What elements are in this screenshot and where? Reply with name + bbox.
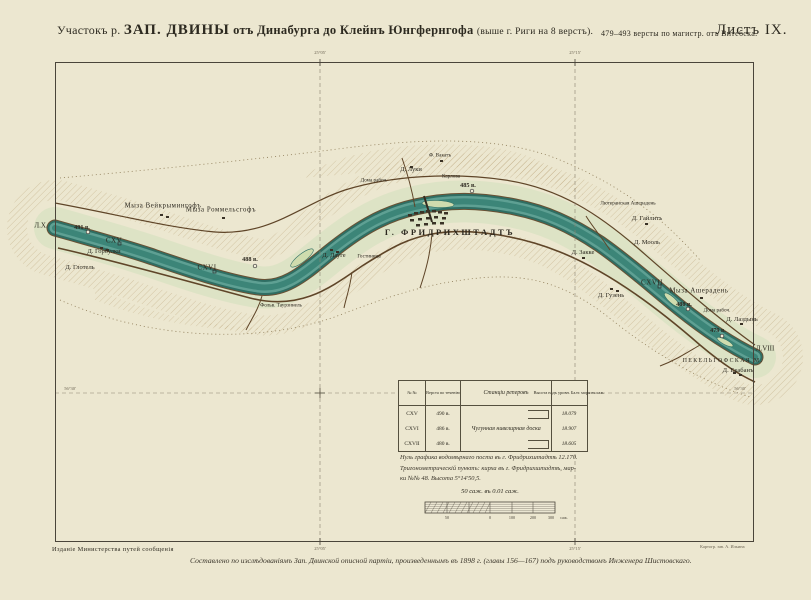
- cell-verst: 486 в.: [426, 421, 461, 436]
- cell-height: 18.605: [561, 440, 577, 447]
- map-label: Фольв. Таурзинель: [260, 302, 302, 309]
- map-label: Дома рабоч.: [703, 307, 731, 314]
- map-label: Д. Луки: [400, 165, 422, 173]
- map-label: 479 в.: [710, 326, 726, 334]
- table-header-row: № № Верста по теченію Станціи реперовъ В…: [399, 381, 605, 406]
- scale-caption: 50 саж. въ 0.01 саж.: [461, 488, 519, 495]
- scale-tick-label: 100: [508, 515, 516, 520]
- note-line: ки №№ 48. Высота 5°14'50,5.: [400, 475, 481, 483]
- map-label: Мыза Роммельсгофъ: [185, 206, 257, 214]
- col-header-number: № №: [399, 381, 426, 405]
- map-label: Лютеранская Ашерадень: [600, 200, 656, 207]
- map-label: Д. Екабанъ: [722, 366, 754, 374]
- map-label: Д. Закке: [571, 248, 595, 256]
- cell-number: CXV: [399, 406, 426, 421]
- col-header-station: Станціи реперовъ: [461, 381, 552, 405]
- cell-number: CXVII: [399, 436, 426, 451]
- scale-bar: [424, 501, 556, 514]
- map-label: Д. Лаздынь: [726, 315, 758, 323]
- map-label: Карлова: [441, 173, 461, 180]
- map-label: Д. Горбулки: [87, 247, 121, 255]
- map-label: Д. Гузень: [597, 291, 625, 299]
- bracket-line: [528, 410, 549, 419]
- scale-tick-label: 0: [488, 515, 492, 520]
- versts-info: 479–493 версты по магистр. отъ Витебска.: [601, 29, 758, 38]
- map-label: Л.Х.: [34, 221, 48, 230]
- map-label: Д. Мооль: [634, 238, 660, 246]
- map-label: 480 в.: [676, 300, 692, 308]
- sheet-number: Листъ IX.: [716, 22, 788, 38]
- map-label: CXVII: [641, 278, 663, 287]
- page-title: Участокъ р. ЗАП. ДВИНЫ отъ Динабурга до …: [57, 22, 593, 39]
- cell-verst: 480 в.: [426, 436, 461, 451]
- title-prefix: Участокъ р.: [57, 23, 121, 37]
- map-label: Л.VIII: [755, 344, 775, 353]
- table-row: CXVII 480 в. 18.605: [399, 436, 587, 451]
- map-label: 485 в.: [460, 181, 476, 189]
- credit-line: Составлено по изслѣдованіямъ Зап. Двинск…: [190, 556, 692, 565]
- map-label: Г. ФРИДРИХШТАДТЪ: [384, 226, 516, 237]
- survey-notes: Нуль графика водомѣрнаго поста въ г. Фри…: [400, 453, 600, 485]
- cell-number: CXVI: [399, 421, 426, 436]
- map-label: 491 в.: [74, 223, 90, 231]
- table-row: CXVI 486 в. Чугунная нивелирная доска 18…: [399, 421, 587, 436]
- graticule-top-right: 25°15': [569, 50, 581, 55]
- col-header-verst: Верста по теченію: [426, 381, 461, 405]
- map-label: Д. Дауге: [322, 251, 346, 259]
- map-label: Мыза Ашерадень: [669, 287, 729, 295]
- map-label: ПЕКЕЛЬГОФСКАЯ М.: [682, 358, 764, 365]
- benchmark-table: № № Верста по теченію Станціи реперовъ В…: [398, 380, 605, 452]
- map-label: Д. Гайлитъ: [631, 214, 663, 222]
- cell-height: 18.079: [561, 410, 577, 417]
- bracket-line: [528, 440, 549, 449]
- graticule-top-left: 25°05': [314, 50, 326, 55]
- scale-tick-label: 200: [529, 515, 537, 520]
- map-label: Ф. Вакатъ: [428, 152, 452, 159]
- station-description: Чугунная нивелирная доска: [461, 421, 552, 436]
- graticule-lat-right: 56°30': [734, 386, 746, 391]
- map-label: Гостиница: [357, 253, 381, 260]
- map-label: Дома рабоч.: [360, 177, 388, 184]
- graticule-bottom-right: 25°15': [569, 546, 581, 551]
- graticule-lat-left: 56°30': [64, 386, 76, 391]
- scale-tick-label: 300: [547, 515, 555, 520]
- graticule-bottom-left: 25°05': [314, 546, 326, 551]
- map-label: CXV: [105, 236, 123, 245]
- cell-height: 18.907: [561, 425, 577, 432]
- publisher-line: Изданіе Министерства путей сообщенія: [52, 546, 174, 553]
- scale-tick-label: 50: [444, 515, 450, 520]
- map-label: Д. Глотель: [65, 263, 95, 271]
- table-row: CXV 490 в. 18.079: [399, 406, 587, 421]
- note-line: Нуль графика водомѣрнаго поста въ г. Фри…: [400, 454, 578, 461]
- col-header-height: Высота надъ уровн. Балт. моря въ саж.: [533, 390, 605, 396]
- map-label: Мыза Вейкрымингофъ: [124, 202, 202, 210]
- title-river: ЗАП. ДВИНЫ: [123, 22, 230, 38]
- note-line: Тригонометрическій пунктъ: кирха въ г. Ф…: [400, 464, 577, 472]
- title-mid: отъ Динабурга до Клейнъ Юнгфернгофа: [233, 23, 474, 37]
- map-label: CXVI: [197, 263, 217, 272]
- map-label: 488 в.: [242, 255, 258, 263]
- imprint-line: Картогр. зав. А. Ильина: [700, 544, 745, 549]
- title-suffix: (выше г. Риги на 8 верстъ).: [476, 27, 594, 37]
- cell-verst: 490 в.: [426, 406, 461, 421]
- scale-tick-label: саж.: [560, 515, 568, 520]
